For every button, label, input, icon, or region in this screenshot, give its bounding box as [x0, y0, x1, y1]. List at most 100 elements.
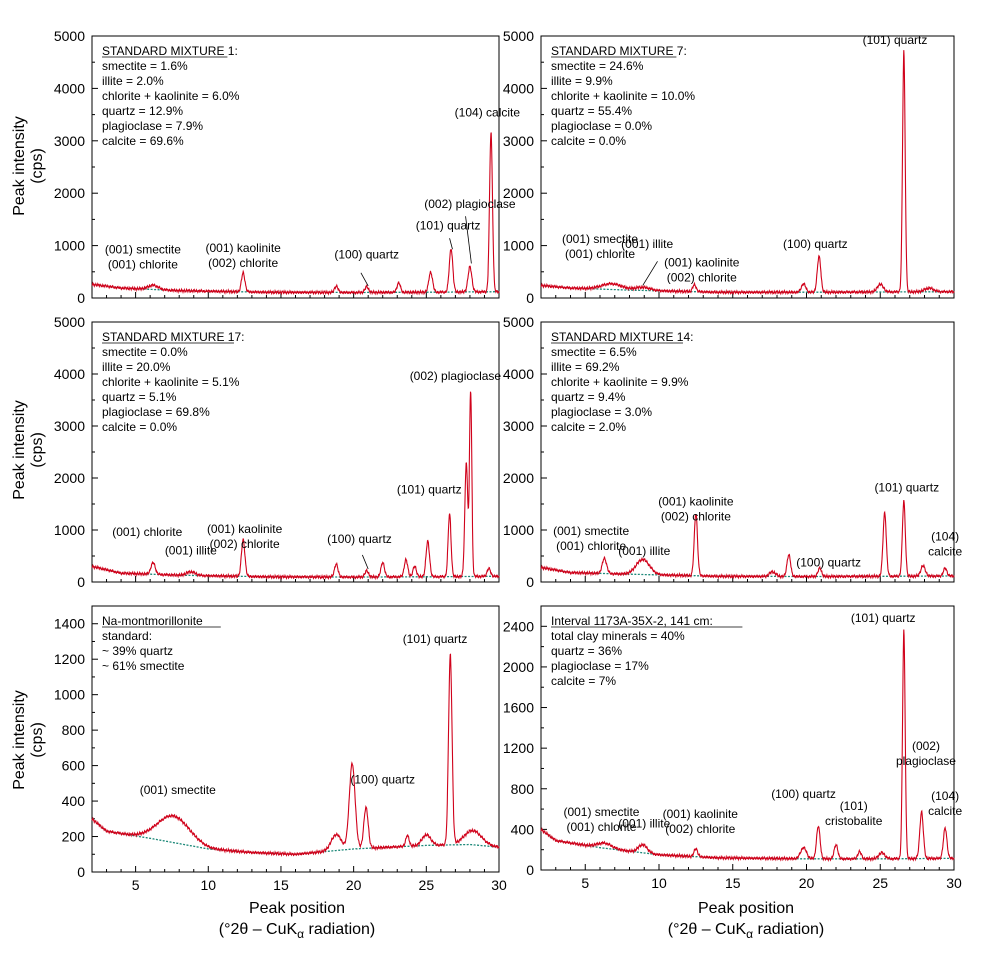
peak-annotation: (101) quartz: [874, 481, 939, 495]
peak-annotation: (001) smectite: [140, 783, 216, 797]
y-tick-label: 0: [526, 290, 534, 306]
peak-annotation-line: (100) quartz: [771, 787, 836, 801]
legend-line: chlorite + kaolinite = 9.9%: [551, 375, 689, 389]
peak-annotation: (100) quartz: [796, 555, 861, 569]
peak-annotation-line: (002) chlorite: [210, 537, 280, 551]
y-tick-label: 0: [77, 574, 85, 590]
peak-annotation-line: (002) chlorite: [665, 822, 735, 836]
legend-line: chlorite + kaolinite = 6.0%: [102, 89, 240, 103]
peak-annotation-line: (001) illite: [618, 544, 670, 558]
x-tick-label: 15: [725, 875, 741, 891]
legend-line: plagioclase = 0.0%: [551, 119, 652, 133]
peak-annotation-line: (001) chlorite: [108, 257, 178, 271]
peak-annotation: (104) calcite: [455, 106, 521, 120]
y-tick-label: 2000: [503, 185, 534, 201]
x-axis-unit-right: (°2θ – CuKα radiation): [668, 921, 825, 941]
legend-title: STANDARD MIXTURE 17:: [102, 330, 244, 344]
panel-bottom-right: 0 400 800 1200 1600 2000 2400 5 10 15 20 25 30 (001) …: [503, 605, 962, 891]
peak-annotation-line: (001) smectite: [140, 783, 216, 797]
y-tick-label: 5000: [54, 28, 85, 44]
x-tick-label: 10: [200, 877, 216, 893]
y-tick-label: 5000: [503, 28, 534, 44]
peak-annotation: (100) quartz: [350, 772, 415, 786]
y-tick-label: 5000: [54, 314, 85, 330]
x-axis-unit-right-b: radiation): [753, 921, 824, 938]
y-tick-label: 2000: [503, 659, 534, 675]
peak-annotation-line: (104): [931, 529, 959, 543]
diffraction-pattern-line: [540, 50, 955, 296]
peak-annotation-line: (100) quartz: [334, 248, 399, 262]
y-tick-label: 3000: [54, 133, 85, 149]
peak-annotation-line: (002) chlorite: [208, 256, 278, 270]
background-fit-line: [91, 818, 500, 855]
legend-line: illite = 9.9%: [551, 74, 613, 88]
background-fit-line: [91, 565, 499, 578]
legend-line: calcite = 69.6%: [102, 134, 184, 148]
legend-title: STANDARD MIXTURE 14:: [551, 330, 693, 344]
peak-annotation: (001) illite: [621, 237, 673, 251]
peak-annotation-line: (002) chlorite: [667, 271, 737, 285]
legend-line: illite = 20.0%: [102, 360, 171, 374]
peak-annotation: (101) quartz: [403, 632, 468, 646]
x-tick-label: 25: [419, 877, 435, 893]
y-tick-label: 400: [511, 821, 535, 837]
y-tick-label: 0: [526, 574, 534, 590]
legend-title: STANDARD MIXTURE 1:: [102, 44, 238, 58]
peak-annotation-line: plagioclase: [896, 754, 956, 768]
legend-line: quartz = 36%: [551, 644, 622, 658]
peak-annotation: (001) smectite (001) chlorite: [563, 805, 639, 834]
y-tick-label: 3000: [503, 133, 534, 149]
y-tick-label: 2400: [503, 618, 534, 634]
peak-annotation-line: (101): [840, 799, 868, 813]
legend-line: smectite = 6.5%: [551, 345, 637, 359]
y-tick-label: 1600: [503, 700, 534, 716]
y-tick-label: 0: [526, 862, 534, 878]
legend-line: total clay minerals = 40%: [551, 629, 685, 643]
legend-line: calcite = 2.0%: [551, 420, 626, 434]
peak-annotation: (001) kaolinite (002) chlorite: [658, 495, 734, 524]
y-tick-label: 4000: [503, 80, 534, 96]
peak-annotation-line: (002) chlorite: [661, 510, 731, 524]
peak-annotation: (001) smectite (001) chlorite: [553, 524, 629, 553]
legend-line: chlorite + kaolinite = 10.0%: [551, 89, 695, 103]
annotation-leader-line: [642, 261, 658, 286]
peak-annotation-line: (001) illite: [618, 816, 670, 830]
peak-annotation: (001) smectite (001) chlorite: [105, 242, 181, 271]
panel-bottom-left: 0 200 400 600 800 1000 1200 1400 5 10 15 20 25 30 (001…: [54, 605, 507, 893]
y-tick-label: 3000: [54, 418, 85, 434]
peak-annotation: (101) quartz: [397, 483, 462, 497]
peak-annotation-line: (101) quartz: [851, 611, 916, 625]
peak-annotation-line: (001) chlorite: [112, 525, 182, 539]
y-axis-unit-bottom: (cps): [29, 722, 46, 758]
annotation-leader-line: [465, 216, 472, 264]
legend-title: Interval 1173A-35X-2, 141 cm:: [551, 614, 713, 628]
background-fit-line: [540, 828, 954, 860]
peak-annotation: (104) calcite: [928, 789, 962, 818]
y-tick-label: 0: [77, 864, 85, 880]
y-tick-label: 2000: [54, 185, 85, 201]
peak-annotation-line: (001) kaolinite: [663, 807, 739, 821]
peak-annotation-line: (001) chlorite: [565, 247, 635, 261]
y-tick-label: 1000: [503, 238, 534, 254]
peak-annotation-line: (001) kaolinite: [658, 495, 734, 509]
y-tick-label: 1400: [54, 616, 85, 632]
y-tick-label: 800: [511, 781, 535, 797]
peak-annotation-line: (100) quartz: [327, 532, 392, 546]
peak-annotation: (001) illite: [618, 816, 670, 830]
peak-annotation: (100) quartz: [783, 237, 848, 251]
peak-annotation-line: calcite: [928, 804, 962, 818]
legend-line: calcite = 0.0%: [551, 134, 626, 148]
y-tick-label: 4000: [503, 366, 534, 382]
legend-line: ~ 61% smectite: [102, 659, 185, 673]
peak-annotation: (001) kaolinite (002) chlorite: [207, 522, 283, 551]
legend-line: quartz = 55.4%: [551, 104, 632, 118]
y-axis-label-bottom: Peak intensity: [11, 690, 28, 790]
legend-line: illite = 2.0%: [102, 74, 164, 88]
legend-line: smectite = 1.6%: [102, 59, 188, 73]
x-tick-label: 20: [799, 875, 815, 891]
peak-annotation-line: (104) calcite: [455, 106, 521, 120]
peak-annotation: (001) illite: [165, 543, 217, 557]
annotation-leader-line: [360, 272, 369, 287]
peak-annotation: (100) quartz: [771, 787, 836, 801]
diffraction-pattern-line: [540, 629, 955, 862]
